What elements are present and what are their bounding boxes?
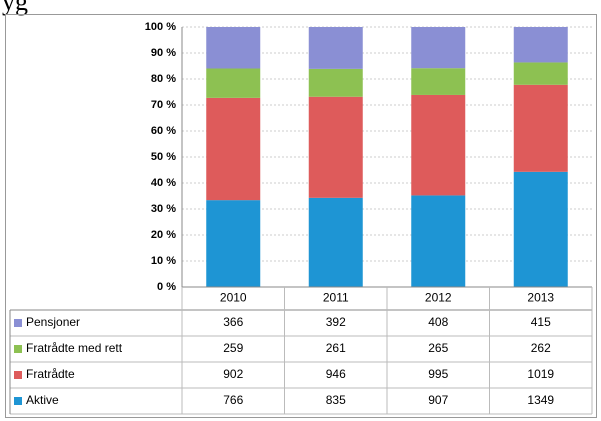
legend-label: Pensjoner — [26, 315, 80, 329]
chart-frame — [5, 14, 597, 418]
table-value: 259 — [223, 341, 243, 355]
y-tick-label: 0 % — [157, 281, 176, 293]
table-value: 408 — [428, 315, 448, 329]
y-tick-label: 50 % — [151, 151, 176, 163]
table-value: 262 — [531, 341, 551, 355]
legend-swatch — [14, 319, 22, 327]
y-tick-label: 60 % — [151, 125, 176, 137]
bar-segment — [308, 96, 363, 198]
header-fragment: yg — [2, 0, 28, 16]
y-tick-label: 80 % — [151, 73, 176, 85]
y-tick-label: 40 % — [151, 177, 176, 189]
bar-segment — [513, 27, 568, 63]
y-tick-label: 100 % — [145, 21, 176, 33]
table-value: 265 — [428, 341, 448, 355]
table-value: 366 — [223, 315, 243, 329]
y-tick-label: 90 % — [151, 47, 176, 59]
legend-label: Aktive — [26, 393, 59, 407]
bar-segment — [411, 94, 466, 196]
bar-segment — [513, 171, 568, 287]
bar-segment — [411, 68, 466, 95]
y-tick-label: 20 % — [151, 229, 176, 241]
table-value: 835 — [326, 393, 346, 407]
bar-segment — [308, 27, 363, 69]
table-value: 766 — [223, 393, 243, 407]
table-value: 415 — [531, 315, 551, 329]
x-tick-label: 2013 — [527, 291, 554, 305]
bar-segment — [206, 68, 261, 98]
legend-label: Fratrådte — [26, 367, 75, 381]
bar-segment — [308, 68, 363, 97]
y-tick-label: 10 % — [151, 255, 176, 267]
bar-segment — [206, 200, 261, 287]
legend-swatch — [14, 397, 22, 405]
table-value: 995 — [428, 367, 448, 381]
bar-segment — [206, 97, 261, 201]
y-tick-label: 30 % — [151, 203, 176, 215]
bar-segment — [411, 195, 466, 287]
x-tick-label: 2012 — [425, 291, 452, 305]
table-value: 1349 — [527, 393, 554, 407]
table-value: 392 — [326, 315, 346, 329]
x-tick-label: 2010 — [220, 291, 247, 305]
table-value: 261 — [326, 341, 346, 355]
bar-segment — [411, 27, 466, 69]
bar-segment — [308, 197, 363, 287]
legend-swatch — [14, 345, 22, 353]
x-tick-label: 2011 — [323, 291, 349, 305]
table-value: 902 — [223, 367, 243, 381]
bar-segment — [206, 27, 261, 69]
table-value: 907 — [428, 393, 448, 407]
y-tick-label: 70 % — [151, 99, 176, 111]
bar-segment — [513, 84, 568, 172]
legend-label: Fratrådte med rett — [26, 341, 123, 355]
table-value: 1019 — [527, 367, 554, 381]
legend-swatch — [14, 371, 22, 379]
bar-segment — [513, 62, 568, 85]
table-value: 946 — [326, 367, 346, 381]
